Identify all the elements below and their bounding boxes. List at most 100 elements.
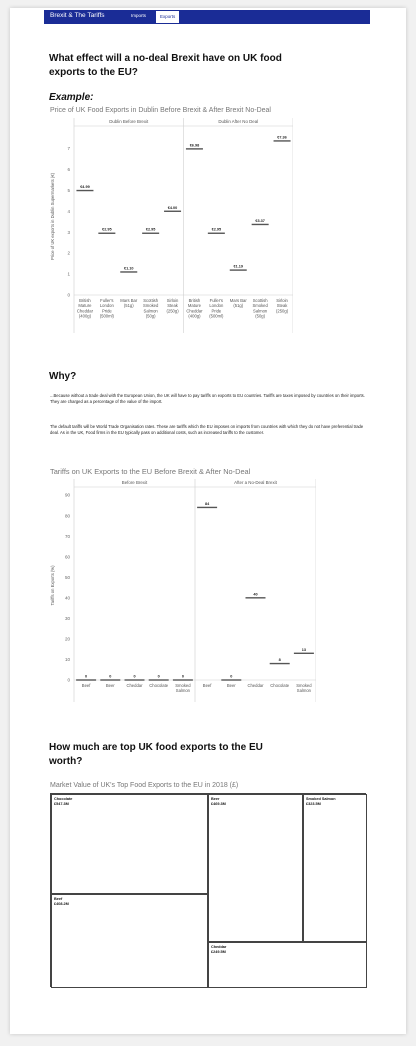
bar-mark: [172, 679, 193, 681]
treemap-label-name: Smoked Salmon: [306, 797, 336, 801]
category-tick-label: Salmon: [297, 688, 312, 693]
category-tick-label: Smoked: [143, 303, 159, 308]
y-tick-label: 4: [67, 209, 70, 214]
category-tick-label: Pride: [211, 308, 221, 313]
data-label: 0: [158, 675, 160, 679]
treemap-cell-chocolate[interactable]: Chocolate £547.3M: [51, 794, 208, 894]
price-chart: 0 1 2 3 4 5 6 7 Price of UK exports in Dublin Su…: [50, 118, 293, 333]
category-tick-label: Beer: [106, 683, 115, 688]
treemap-cell-cheddar[interactable]: Cheddar £249.5M: [208, 942, 367, 988]
data-label: €1.19: [233, 265, 243, 269]
price-chart-title: Price of UK Food Exports in Dublin Befor…: [50, 107, 271, 114]
category-tick-label: Cheddar: [126, 683, 143, 688]
data-label: 0: [109, 675, 111, 679]
bar-mark: [98, 232, 116, 234]
data-label: 0: [182, 675, 184, 679]
category-tick-label: Scottish: [143, 298, 159, 303]
y-tick-label: 10: [65, 657, 71, 662]
category-tick-label: (400g): [188, 314, 201, 319]
example-heading: Example:: [49, 92, 94, 103]
market-value-treemap: Chocolate £547.3M Beer £469.3M Smoked Sa…: [50, 793, 367, 988]
y-tick-label: 5: [67, 188, 70, 193]
y-tick-label: 0: [67, 678, 70, 683]
y-tick-label: 40: [65, 595, 71, 600]
data-label: €2.95: [102, 228, 112, 232]
category-tick-label: Fuller's: [100, 298, 113, 303]
bar-mark: [273, 140, 291, 142]
data-label: 8: [279, 658, 281, 662]
bar-mark: [124, 679, 145, 681]
bar-mark: [251, 223, 269, 226]
bar-mark: [76, 679, 97, 681]
bar-mark: [164, 210, 182, 212]
y-tick-label: 80: [65, 513, 71, 518]
treemap-cell-beef[interactable]: Beef £408.2M: [51, 894, 208, 988]
y-axis-label: Price of UK exports in Dublin Supermarke…: [50, 172, 55, 260]
category-tick-label: (500ml): [209, 314, 224, 319]
y-tick-label: 7: [67, 146, 70, 151]
bar-mark: [185, 148, 203, 150]
category-tick-label: Beef: [82, 683, 91, 688]
data-label: €4.99: [80, 185, 90, 189]
top-navigation-bar: Brexit & The Tariffs Imports Exports: [44, 10, 370, 24]
treemap-cell-beer[interactable]: Beer £469.3M: [208, 794, 303, 942]
y-tick-label: 60: [65, 554, 71, 559]
bar-mark: [269, 662, 290, 665]
y-axis-label: Tariffs on Exports (%): [50, 565, 55, 606]
panel-header: After a No-Deal Brexit: [234, 480, 277, 485]
category-tick-label: Salmon: [176, 688, 191, 693]
category-tick-label: (400g): [79, 314, 92, 319]
category-tick-label: (51g): [124, 303, 134, 308]
category-tick-label: Smoked: [175, 683, 191, 688]
category-tick-label: (51g): [233, 303, 243, 308]
category-tick-label: Sirloin: [167, 298, 179, 303]
why-paragraph-2: The default tariffs will be World Trade …: [50, 424, 364, 436]
tariff-chart-title: Tariffs on UK Exports to the EU Before B…: [50, 467, 251, 476]
category-tick-label: Smoked: [252, 303, 268, 308]
y-tick-label: 2: [67, 251, 70, 256]
category-tick-label: Mars Bar: [230, 298, 248, 303]
bar-mark: [148, 679, 169, 681]
treemap-label-value: £249.5M: [211, 950, 226, 954]
y-tick-label: 30: [65, 616, 71, 621]
bar-mark: [229, 269, 247, 271]
treemap-cell-smoked-salmon[interactable]: Smoked Salmon £323.5M: [303, 794, 367, 942]
tab-imports[interactable]: Imports: [131, 13, 147, 18]
data-label: 13: [302, 648, 306, 652]
treemap-label-name: Beef: [54, 897, 63, 901]
y-tick-label: 20: [65, 637, 71, 642]
category-tick-label: Steak: [277, 303, 289, 308]
category-tick-label: London: [209, 303, 224, 308]
category-tick-label: Salmon: [253, 308, 268, 313]
bar-mark: [245, 597, 266, 599]
section-question-export-worth: How much are top UK food exports to the …: [49, 742, 263, 767]
data-label: €4.00: [168, 206, 178, 210]
data-label: €3.37: [255, 219, 265, 223]
category-tick-label: Mature: [188, 303, 202, 308]
data-label: €6.98: [190, 143, 200, 147]
y-tick-label: 0: [67, 293, 70, 298]
data-label: 0: [133, 675, 135, 679]
category-tick-label: (50g): [255, 314, 265, 319]
category-tick-label: British: [189, 298, 201, 303]
category-tick-label: Pride: [102, 308, 112, 313]
bar-mark: [207, 232, 225, 234]
panel-header: Dublin After No Deal: [218, 119, 258, 124]
panel-header: Before Brexit: [122, 480, 148, 485]
bar-mark: [221, 679, 242, 681]
why-heading: Why?: [49, 371, 77, 382]
bar-mark: [197, 506, 218, 509]
data-label: 0: [230, 675, 232, 679]
panel-header: Dublin Before Brexit: [109, 119, 149, 124]
bar-mark: [142, 232, 160, 234]
y-tick-label: 70: [65, 534, 71, 539]
data-label: 0: [85, 675, 87, 679]
category-tick-label: Beer: [227, 683, 236, 688]
category-tick-label: Sirloin: [276, 298, 288, 303]
tab-exports[interactable]: Exports: [156, 11, 180, 23]
data-label: €2.95: [212, 228, 222, 232]
category-tick-label: Chocolate: [270, 683, 290, 688]
category-tick-label: Mars Bar: [120, 298, 138, 303]
category-tick-label: Steak: [167, 303, 179, 308]
